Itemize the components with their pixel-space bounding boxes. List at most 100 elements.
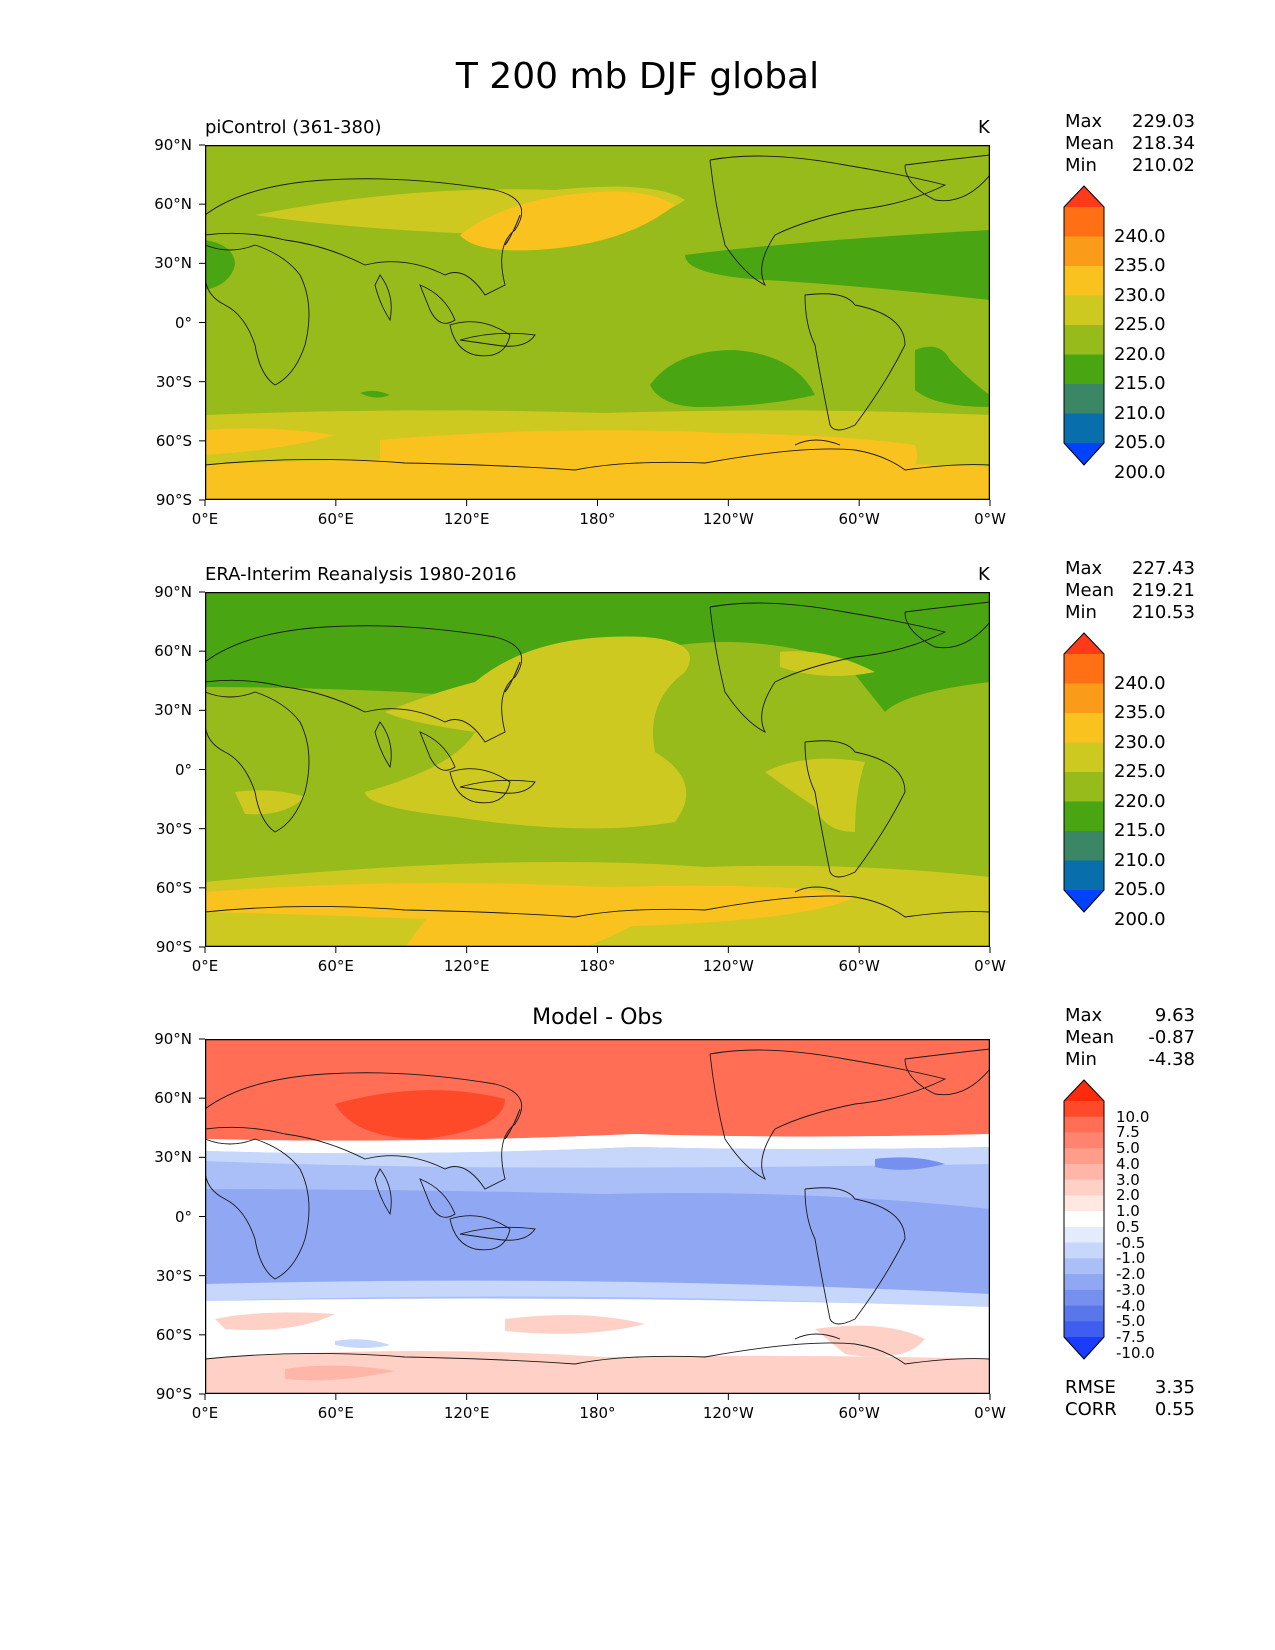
coastline [205, 1072, 523, 1190]
coastline [504, 1108, 521, 1140]
colorbar-band [1064, 1179, 1104, 1196]
stat-row: Mean 219.21 [1065, 580, 1195, 602]
panel-title: ERA-Interim Reanalysis 1980-2016 [205, 564, 517, 585]
coastline [794, 439, 841, 446]
field-map [205, 592, 990, 947]
coastline [205, 178, 523, 296]
stats-block: Max 227.43 Mean 219.21 Min 210.53 [1065, 558, 1195, 624]
lon-tick-label: 0°W [974, 1404, 1006, 1422]
coastline [419, 731, 456, 771]
stat-value: -0.87 [1148, 1027, 1195, 1048]
field-map [205, 1039, 990, 1394]
colorbar [1063, 185, 1105, 466]
contour-band [335, 1339, 390, 1348]
coastline [709, 1049, 947, 1181]
colorbar-band [1064, 354, 1104, 385]
coastline [504, 661, 521, 693]
colorbar-tick-label: 225.0 [1114, 761, 1166, 782]
contour-band [235, 790, 305, 815]
lon-tick-label: 120°E [443, 510, 490, 528]
lat-tick-label: 30°S [155, 372, 192, 391]
stat-value: 210.02 [1132, 155, 1195, 176]
map-frame [205, 145, 990, 500]
contour-band [215, 1312, 335, 1330]
colorbar-band [1064, 742, 1104, 773]
lat-tick-label: 30°N [154, 1148, 192, 1167]
lon-tick-label: 60°W [838, 957, 880, 975]
stat-label: Min [1065, 1049, 1097, 1070]
stat-label: Max [1065, 111, 1103, 132]
contour-band [765, 758, 865, 832]
lon-tick-label: 60°E [317, 1404, 354, 1422]
figure-title: T 200 mb DJF global [455, 56, 820, 97]
coastline [794, 886, 841, 893]
lon-tick-label: 120°E [443, 957, 490, 975]
lon-tick-label: 180° [579, 1404, 616, 1422]
stat-row: Max 229.03 [1065, 111, 1195, 133]
colorbar-tick-label: -7.5 [1116, 1328, 1146, 1346]
colorbar-tick-label: -2.0 [1116, 1265, 1146, 1284]
panel-2: ERA-Interim Reanalysis 1980-2016 K 90°N 60°… [0, 0, 1275, 975]
colorbar-band [1064, 295, 1104, 326]
contour-band [360, 390, 390, 398]
lat-tick-label: 60°N [154, 1089, 192, 1108]
contour-band [205, 1350, 990, 1394]
contour-band [650, 350, 815, 407]
coastline [804, 740, 906, 878]
panel-3: Model - Obs 90°N 60°N 30°N 0° 30°S 60°S 90°S 0°E… [0, 0, 1275, 1422]
coastline [205, 448, 990, 471]
coastline [904, 154, 990, 202]
contour-band [335, 1090, 505, 1139]
colorbar-outline [1063, 1079, 1105, 1360]
colorbar-tick-label: 5.0 [1116, 1139, 1140, 1158]
coastline [205, 625, 523, 743]
contour-band [205, 1189, 990, 1299]
colorbar-band [1064, 1305, 1104, 1322]
lat-tick-label: 30°N [154, 701, 192, 720]
coastline [709, 602, 947, 734]
axis-ticks [199, 144, 991, 506]
colorbar-band [1064, 1289, 1104, 1307]
contour-band [815, 1325, 925, 1357]
lat-tick-label: 30°S [155, 819, 192, 838]
lat-tick-label: 90°S [155, 938, 192, 956]
colorbar-tick-label: 220.0 [1114, 343, 1166, 365]
lat-tick-label: 30°N [154, 254, 192, 273]
colorbar-outline [1063, 185, 1105, 466]
colorbar-tick-label: -1.0 [1116, 1249, 1146, 1268]
stat-label: Min [1065, 155, 1097, 176]
colorbar-band [1064, 831, 1104, 861]
colorbar-band [1064, 207, 1104, 237]
lat-tick-label: 90°N [154, 1030, 192, 1048]
colorbar-band [1064, 1211, 1104, 1228]
units-label: K [978, 564, 990, 585]
lon-tick-label: 0°E [191, 1404, 219, 1422]
lon-tick-label: 120°W [702, 510, 754, 528]
colorbar-extend-min [1064, 443, 1104, 465]
lat-tick-label: 90°S [155, 491, 192, 509]
colorbar-extend-max [1064, 633, 1104, 654]
stat-row: Min 210.02 [1065, 155, 1195, 177]
colorbar-band [1064, 713, 1104, 743]
colorbar-tick-label: 215.0 [1114, 373, 1166, 394]
lat-tick-label: 30°S [155, 1266, 192, 1285]
contour-band [685, 230, 990, 300]
colorbar-band [1064, 1116, 1104, 1133]
colorbar-band [1064, 384, 1104, 414]
coastline [205, 1138, 310, 1280]
colorbar-tick-label: 205.0 [1114, 879, 1166, 900]
colorbar-tick-label: 2.0 [1116, 1186, 1140, 1205]
lon-tick-label: 60°W [838, 1404, 880, 1422]
colorbar-tick-label: 0.5 [1116, 1217, 1140, 1236]
colorbar-tick-label: -3.0 [1116, 1280, 1146, 1299]
colorbar-tick-label: 7.5 [1116, 1123, 1140, 1142]
coastline [459, 1226, 536, 1241]
lat-tick-label: 0° [174, 313, 192, 332]
colorbar-tick-label: 230.0 [1114, 284, 1166, 306]
colorbar-band [1064, 1258, 1104, 1275]
stat-label: Min [1065, 602, 1097, 623]
colorbar-tick-label: 230.0 [1114, 731, 1166, 753]
lon-tick-label: 60°E [317, 957, 354, 975]
panel-1: piControl (361-380) K 90°N 60°N 30°N 0° 30°S 60… [0, 0, 1275, 528]
contour-band [205, 240, 235, 290]
